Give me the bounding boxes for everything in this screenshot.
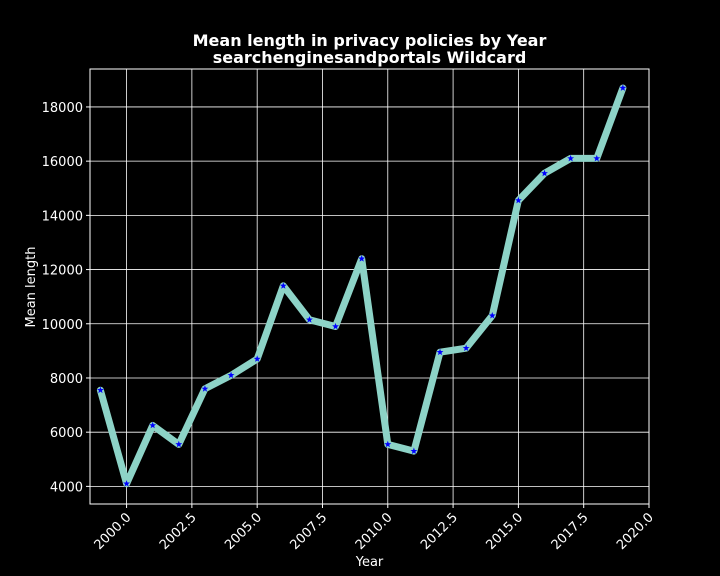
x-axis: 2000.0 2002.5 2005.0 2007.5 2010.0 2012.5 2015… xyxy=(92,504,657,553)
data-point-marker xyxy=(201,385,209,392)
data-point-marker xyxy=(279,282,287,289)
data-point-marker xyxy=(619,84,627,91)
data-point-marker xyxy=(332,322,339,330)
y-tick-label: 16000 xyxy=(42,155,83,170)
data-point-marker xyxy=(358,255,366,262)
x-tick-label: 2002.5 xyxy=(157,510,200,553)
x-tick-label: 2017.5 xyxy=(549,510,592,553)
y-tick-label: 14000 xyxy=(42,209,83,224)
x-tick-label: 2005.0 xyxy=(222,510,265,553)
data-point-marker xyxy=(253,355,261,362)
data-point-marker xyxy=(593,154,601,162)
y-tick-label: 10000 xyxy=(42,318,83,333)
y-axis: 4000 6000 8000 10000 12000 14000 16000 18000 xyxy=(42,101,90,495)
data-point-marker xyxy=(306,316,313,323)
y-tick-label: 4000 xyxy=(50,480,83,495)
y-axis-label: Mean length xyxy=(24,247,39,328)
chart-title: Mean length in privacy policies by Year xyxy=(193,31,547,50)
data-point-marker xyxy=(567,154,575,162)
x-tick-label: 2010.0 xyxy=(353,510,396,553)
x-tick-label: 2000.0 xyxy=(92,510,135,553)
data-point-marker xyxy=(514,196,522,204)
data-point-marker xyxy=(436,348,444,356)
y-tick-label: 18000 xyxy=(42,101,83,116)
x-axis-label: Year xyxy=(355,555,384,570)
y-tick-label: 12000 xyxy=(42,264,83,279)
y-tick-label: 6000 xyxy=(50,426,83,441)
series-line xyxy=(96,84,627,488)
plot-area xyxy=(96,84,627,488)
chart-subtitle: searchenginesandportals Wildcard xyxy=(213,48,527,67)
grid xyxy=(89,68,650,505)
y-tick-label: 8000 xyxy=(50,372,83,387)
x-tick-label: 2015.0 xyxy=(483,510,526,553)
data-point-marker xyxy=(410,447,418,455)
data-point-marker xyxy=(175,440,183,448)
data-point-marker xyxy=(541,169,548,177)
x-tick-label: 2020.0 xyxy=(614,510,657,553)
x-tick-label: 2012.5 xyxy=(418,510,461,553)
data-point-marker xyxy=(384,440,392,448)
data-point-marker xyxy=(227,371,235,379)
data-point-marker xyxy=(488,312,496,319)
data-point-marker xyxy=(149,421,157,429)
data-point-marker xyxy=(123,480,130,487)
data-point-marker xyxy=(462,344,470,352)
data-point-marker xyxy=(97,386,104,394)
x-tick-label: 2007.5 xyxy=(288,510,331,553)
axes-frame xyxy=(89,68,650,505)
